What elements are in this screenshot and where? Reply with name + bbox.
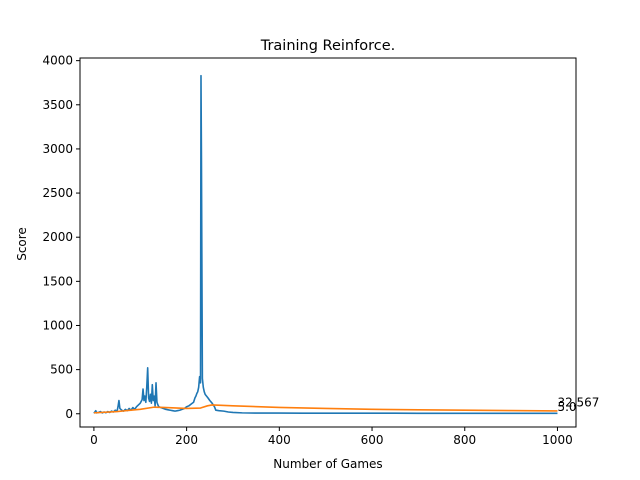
y-tick-label: 3500	[42, 98, 73, 112]
x-tick-label: 600	[361, 433, 384, 447]
x-tick-label: 0	[90, 433, 98, 447]
y-axis-label: Score	[15, 227, 29, 261]
y-tick-label: 2000	[42, 230, 73, 244]
x-tick-label: 400	[268, 433, 291, 447]
x-tick-label: 800	[453, 433, 476, 447]
series-line-1	[93, 74, 558, 415]
x-axis-label: Number of Games	[273, 457, 382, 471]
y-tick-label: 0	[65, 407, 73, 421]
axis-ticks: 0 200 400 600 800 1000 0 500 1000 1500 2000 2500 300…	[42, 54, 572, 447]
y-tick-label: 3000	[42, 142, 73, 156]
chart-title: Training Reinforce.	[260, 38, 396, 54]
y-tick-label: 500	[50, 363, 73, 377]
y-tick-label: 4000	[42, 54, 73, 68]
y-tick-label: 2500	[42, 186, 73, 200]
y-tick-label: 1000	[42, 318, 73, 332]
plot-frame	[79, 57, 577, 428]
y-tick-label: 1500	[42, 274, 73, 288]
annotation-label: 32.567	[557, 396, 599, 410]
x-tick-label: 200	[175, 433, 198, 447]
series-lines	[93, 74, 558, 415]
annotation-label: 5.0	[557, 400, 576, 414]
x-tick-label: 1000	[542, 433, 573, 447]
series-line-2	[93, 404, 558, 414]
